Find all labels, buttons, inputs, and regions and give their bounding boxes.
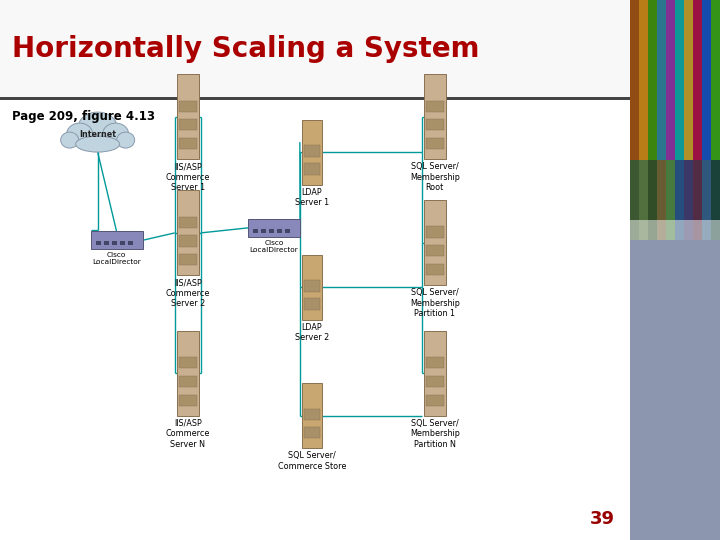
Bar [711, 0, 720, 160]
Bar [179, 138, 197, 149]
Bar [248, 219, 300, 237]
Bar [711, 0, 720, 240]
Bar [304, 280, 320, 292]
Bar [0, 0, 630, 97]
Bar [630, 0, 639, 160]
Bar [702, 0, 711, 240]
Bar [426, 376, 444, 387]
Text: SQL Server/
Commerce Store: SQL Server/ Commerce Store [278, 451, 346, 470]
Bar [179, 395, 197, 406]
Ellipse shape [103, 123, 129, 145]
Bar [104, 241, 109, 245]
Bar [423, 75, 446, 159]
Bar [630, 0, 639, 240]
Bar [304, 298, 320, 310]
Text: 39: 39 [590, 510, 615, 528]
Bar [179, 217, 197, 228]
Text: Cisco
LocalDirector: Cisco LocalDirector [92, 252, 141, 265]
Bar [423, 331, 446, 416]
Bar [269, 229, 274, 233]
Bar [657, 0, 666, 160]
Bar [675, 0, 684, 240]
Bar [426, 138, 444, 149]
Bar [179, 254, 197, 265]
Text: Cisco
LocalDirector: Cisco LocalDirector [250, 240, 298, 253]
Bar [112, 241, 117, 245]
Text: LDAP
Server 2: LDAP Server 2 [294, 323, 329, 342]
Bar [648, 0, 657, 160]
Bar [176, 331, 199, 416]
Bar [657, 0, 666, 240]
Bar [693, 0, 702, 240]
Text: LDAP
Server 1: LDAP Server 1 [294, 188, 329, 207]
Bar [96, 241, 101, 245]
Ellipse shape [117, 132, 135, 148]
Bar [179, 376, 197, 387]
Text: IIS/ASP
Commerce
Server 2: IIS/ASP Commerce Server 2 [166, 279, 210, 308]
Bar [176, 75, 199, 159]
Ellipse shape [60, 132, 78, 148]
Bar [179, 119, 197, 130]
Text: SQL Server/
Membership
Partition 1: SQL Server/ Membership Partition 1 [410, 288, 459, 318]
Bar [426, 357, 444, 368]
Text: Horizontally Scaling a System: Horizontally Scaling a System [12, 35, 480, 63]
Bar [91, 231, 143, 249]
Bar [426, 100, 444, 112]
Text: SQL Server/
Membership
Partition N: SQL Server/ Membership Partition N [410, 419, 459, 449]
Bar [666, 0, 675, 240]
Ellipse shape [76, 136, 120, 152]
Bar [675, 0, 684, 160]
Bar [693, 0, 702, 160]
Text: IIS/ASP
Commerce
Server N: IIS/ASP Commerce Server N [166, 419, 210, 449]
Bar [179, 100, 197, 112]
Bar [426, 226, 444, 238]
Bar [304, 145, 320, 157]
Bar [179, 235, 197, 246]
Text: Internet: Internet [79, 130, 116, 139]
Ellipse shape [67, 123, 93, 145]
Text: SQL Server/
Membership
Root: SQL Server/ Membership Root [410, 163, 459, 192]
Bar [176, 191, 199, 275]
Bar [684, 0, 693, 160]
Bar [277, 229, 282, 233]
Bar [127, 241, 132, 245]
Bar [426, 264, 444, 275]
Bar [648, 0, 657, 240]
Bar [426, 245, 444, 256]
Text: IIS/ASP
Commerce
Server 1: IIS/ASP Commerce Server 1 [166, 163, 210, 192]
Bar [426, 395, 444, 406]
Text: Page 209, figure 4.13: Page 209, figure 4.13 [12, 110, 155, 123]
Bar [304, 409, 320, 420]
Bar [639, 0, 648, 160]
Bar [302, 255, 322, 320]
Bar [302, 383, 322, 448]
Bar [639, 0, 648, 240]
Bar [684, 0, 693, 240]
Bar [253, 229, 258, 233]
Bar [423, 200, 446, 285]
Bar [120, 241, 125, 245]
Bar [302, 120, 322, 185]
Bar [630, 220, 720, 540]
Ellipse shape [78, 112, 117, 140]
Bar [304, 163, 320, 175]
Bar [630, 0, 720, 540]
Bar [285, 229, 290, 233]
Bar [261, 229, 266, 233]
Bar [0, 97, 630, 100]
Bar [702, 0, 711, 160]
Bar [179, 357, 197, 368]
Bar [666, 0, 675, 160]
Bar [426, 119, 444, 130]
Bar [304, 427, 320, 438]
